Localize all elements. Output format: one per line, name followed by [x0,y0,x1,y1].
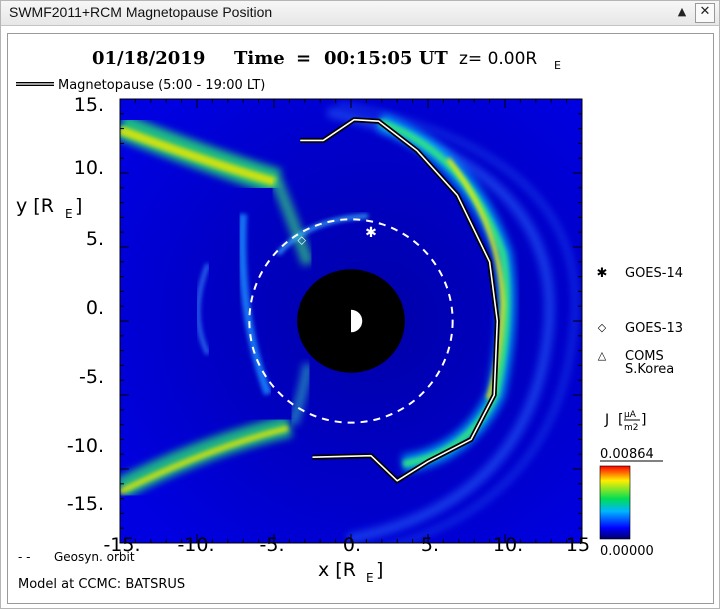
y-axis-label: y [R [16,195,54,217]
y-tick-label: 10. [74,157,104,179]
y-tick-label: -15. [67,493,104,515]
x-axis-label: x [R [318,559,356,581]
x-axis-label-sub: E [366,571,374,585]
y-tick-label: -5. [79,366,104,388]
goes-14-marker: ✱ [365,225,377,241]
tail-band-south-core [120,425,289,495]
x-tick-label: 0. [343,534,361,556]
plot-z-value: z= 0.00R [459,49,537,69]
tail-band-north-core [120,125,278,187]
colorbar-max-label: 0.00864 [600,447,654,462]
colorbar [599,465,631,540]
geosync-legend-dash: - - [18,550,30,564]
plot-z-subscript: E [554,59,561,72]
inner-current-west [238,213,272,396]
goes-14-legend-label: GOES-14 [625,266,683,281]
colorbar-label: J [604,412,609,428]
plot-equals: = [296,48,311,69]
x-tick-label: 10. [493,534,523,556]
coms-legend-icon: △ [598,349,607,362]
goes-13-legend-label: GOES-13 [625,321,683,336]
goes-14-legend-icon: ✱ [597,266,608,281]
coms-legend-sublabel: S.Korea [625,362,674,377]
x-axis-label-end: ] [376,559,383,581]
x-tick-label: 5. [421,534,439,556]
x-tick-label: 15 [566,534,590,556]
window-title: SWMF2011+RCM Magnetopause Position [9,4,273,20]
earth-night-half [339,309,351,333]
plot-time-label: Time [234,48,285,69]
magnetopause-chart: 01/18/2019 Time = 00:15:05 UT z= 0.00R E… [16,48,683,592]
y-tick-label: 15. [74,94,104,116]
inner-current-far-west [195,263,211,356]
tail-link-south [288,363,313,426]
y-tick-label: -10. [67,435,104,457]
y-tick-label: 5. [86,228,104,250]
collapse-icon[interactable]: ▲ [677,5,687,18]
x-tick-label: -10. [177,534,214,556]
plot-frame: 01/18/2019 Time = 00:15:05 UT z= 0.00R E… [7,33,714,604]
plot-date: 01/18/2019 [92,48,205,69]
geosync-orbit-circle [248,218,454,424]
title-bar: SWMF2011+RCM Magnetopause Position ▲ ✕ [1,1,719,26]
close-icon[interactable]: ✕ [695,3,715,23]
x-tick-label: -5. [260,534,285,556]
geosync-legend-label: Geosyn. orbit [54,550,135,564]
y-tick-label: 0. [86,297,104,319]
current-density-field [120,101,579,543]
y-axis-label-sub: E [65,207,73,221]
inner-current-north [276,213,369,256]
current-sheet-green [378,118,511,468]
y-axis-label-end: ] [75,195,82,217]
magnetopause-legend-label: Magnetopause (5:00 - 19:00 LT) [58,78,265,93]
x-tick-label: -15. [103,534,140,556]
colorbar-unit-denominator: m2 [624,423,639,433]
colorbar-min-label: 0.00000 [600,544,654,559]
colorbar-bracket-open: [ [618,412,623,428]
goes-13-legend-icon: ◇ [598,321,607,334]
colorbar-bracket-close: ] [641,412,646,428]
colorbar-unit-numerator: µA [624,410,637,420]
tail-link-north [270,176,314,266]
axis-ticks [119,98,583,544]
coms-legend-label: COMS [625,349,664,364]
goes-13-marker: ◇ [297,234,306,247]
model-label: Model at CCMC: BATSRUS [18,577,185,592]
magnetopause-boundary [300,118,499,482]
plot-time-value: 00:15:05 UT [324,48,448,69]
outer-arc-2 [337,101,579,543]
